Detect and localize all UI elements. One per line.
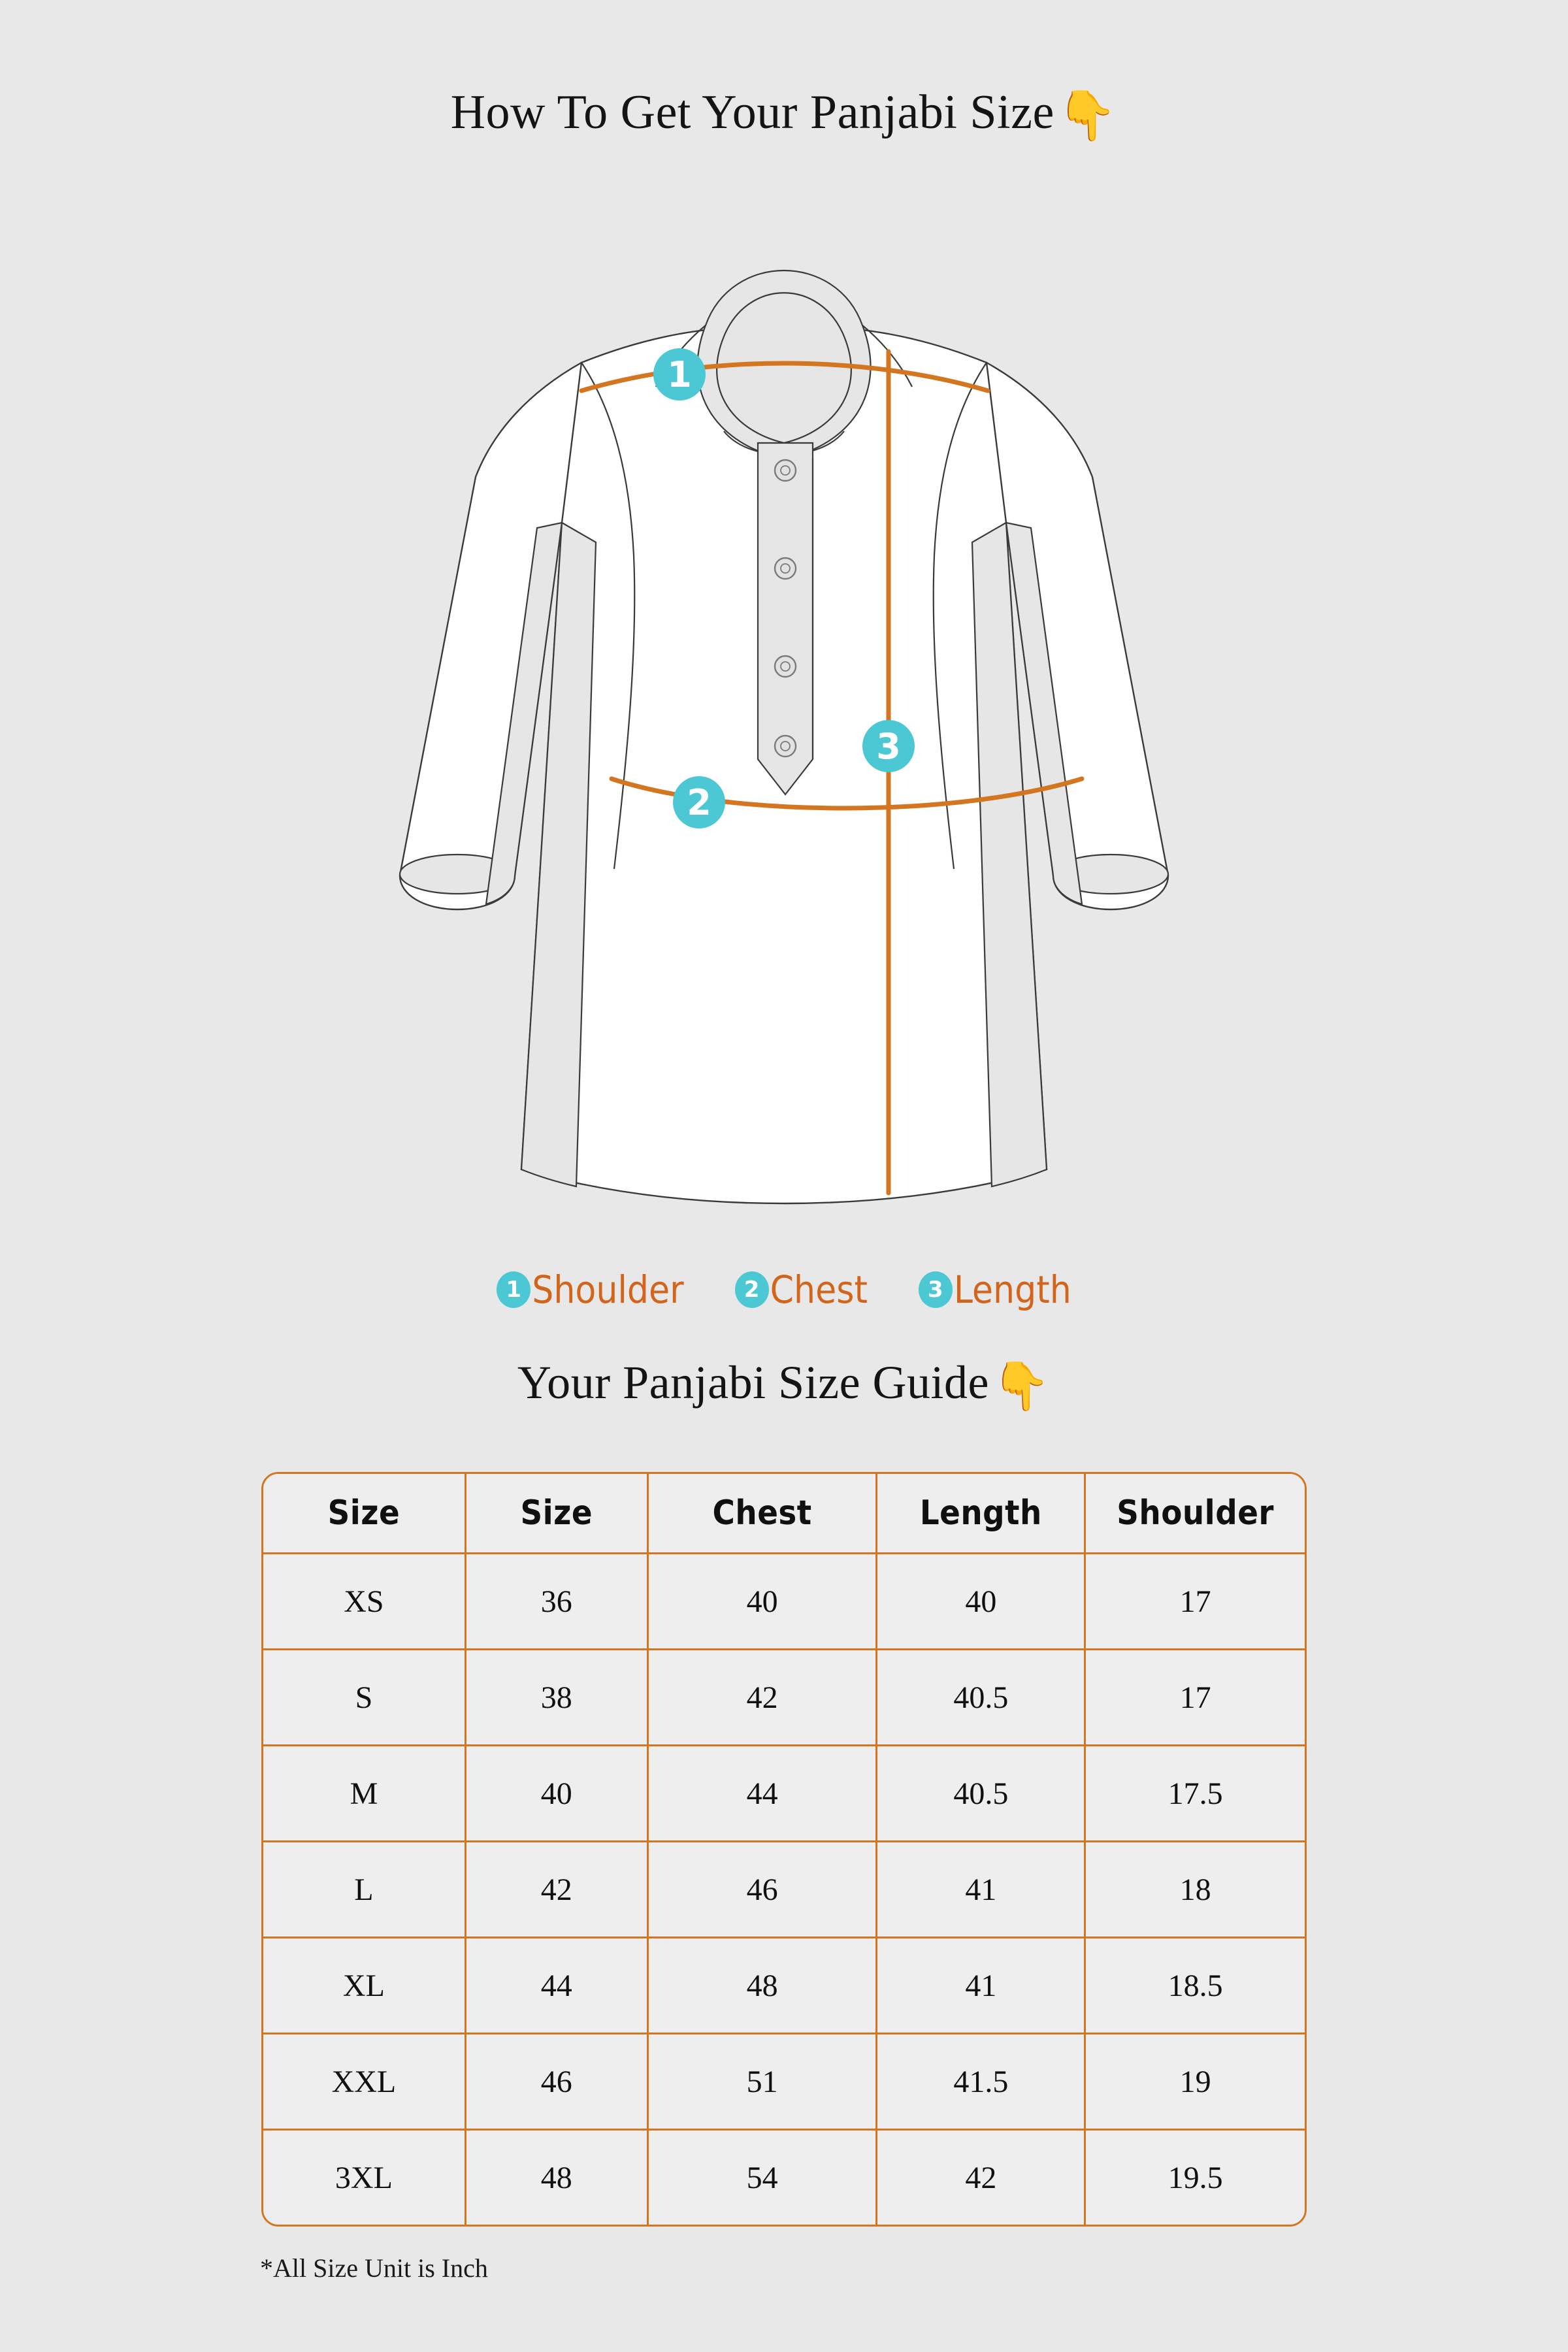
- cell-shoulder: 17: [1086, 1554, 1305, 1650]
- cell-size-num: 40: [466, 1746, 649, 1842]
- cell-size-num: 38: [466, 1650, 649, 1746]
- marker-1-shoulder: 1: [653, 348, 706, 400]
- legend-badge-3: 3: [918, 1271, 953, 1308]
- cell-length: 41: [877, 1842, 1086, 1938]
- collar-right-join: [862, 325, 913, 387]
- legend-badge-2: 2: [734, 1271, 769, 1308]
- legend-item-chest: 2 Chest: [734, 1267, 868, 1312]
- size-guide-title: Your Panjabi Size Guide👇: [0, 1356, 1568, 1414]
- cell-size-label: 3XL: [263, 2131, 466, 2225]
- svg-text:2: 2: [687, 782, 711, 823]
- cell-shoulder: 18.5: [1086, 1938, 1305, 2034]
- table-row: XS 36 40 40 17: [263, 1554, 1305, 1650]
- cell-chest: 54: [648, 2131, 878, 2225]
- table-row: 3XL 48 54 42 19.5: [263, 2131, 1305, 2225]
- cell-size-num: 48: [466, 2131, 649, 2225]
- cell-chest: 40: [648, 1554, 878, 1650]
- shoulder-measure-line: [579, 361, 990, 393]
- table-row: S 38 42 40.5 17: [263, 1650, 1305, 1746]
- cell-length: 41: [877, 1938, 1086, 2034]
- cell-shoulder: 18: [1086, 1842, 1305, 1938]
- cell-size-num: 36: [466, 1554, 649, 1650]
- cell-length: 40.5: [877, 1746, 1086, 1842]
- svg-text:1: 1: [667, 354, 692, 395]
- placket-buttons: [774, 459, 797, 758]
- size-chart-table: Size Size Chest Length Shoulder XS 36 40…: [261, 1472, 1307, 2227]
- right-sleeve-shadow: [1005, 521, 1083, 906]
- th-size-label: Size: [263, 1474, 466, 1554]
- cell-chest: 42: [648, 1650, 878, 1746]
- left-armhole-seam: [581, 362, 636, 870]
- cell-length: 40: [877, 1554, 1086, 1650]
- cell-shoulder: 17.5: [1086, 1746, 1305, 1842]
- right-armhole-seam: [932, 362, 987, 870]
- legend-item-length: 3 Length: [918, 1267, 1071, 1312]
- th-shoulder: Shoulder: [1086, 1474, 1305, 1554]
- legend-label-shoulder: Shoulder: [532, 1267, 684, 1312]
- pointing-down-icon: 👇: [1056, 90, 1118, 143]
- cell-chest: 48: [648, 1938, 878, 2034]
- cell-chest: 44: [648, 1746, 878, 1842]
- cell-size-label: S: [263, 1650, 466, 1746]
- table-header-row: Size Size Chest Length Shoulder: [263, 1474, 1305, 1554]
- legend-label-length: Length: [953, 1267, 1071, 1312]
- th-size-number: Size: [466, 1474, 649, 1554]
- cell-length: 41.5: [877, 2034, 1086, 2131]
- left-sleeve-shadow: [485, 521, 563, 906]
- cell-size-label: XS: [263, 1554, 466, 1650]
- collar-inner-line: [716, 292, 852, 444]
- cell-size-label: XL: [263, 1938, 466, 2034]
- marker-2-chest: 2: [673, 776, 725, 828]
- legend-item-shoulder: 1 Shoulder: [497, 1267, 684, 1312]
- right-side-shadow: [971, 521, 1048, 1188]
- size-chart-container: Size Size Chest Length Shoulder XS 36 40…: [261, 1472, 1307, 2227]
- cell-size-num: 44: [466, 1938, 649, 2034]
- table-row: L 42 46 41 18: [263, 1842, 1305, 1938]
- cell-size-label: XXL: [263, 2034, 466, 2131]
- measurement-legend: 1 Shoulder 2 Chest 3 Length: [0, 1267, 1568, 1312]
- page-title: How To Get Your Panjabi Size👇: [0, 85, 1568, 144]
- cell-size-num: 42: [466, 1842, 649, 1938]
- cell-shoulder: 17: [1086, 1650, 1305, 1746]
- size-unit-note: *All Size Unit is Inch: [260, 2253, 488, 2283]
- marker-3-length: 3: [862, 720, 915, 772]
- legend-label-chest: Chest: [770, 1267, 868, 1312]
- th-chest: Chest: [648, 1474, 878, 1554]
- cell-length: 42: [877, 2131, 1086, 2225]
- th-length: Length: [877, 1474, 1086, 1554]
- cell-shoulder: 19.5: [1086, 2131, 1305, 2225]
- page-title-text: How To Get Your Panjabi Size: [450, 86, 1054, 139]
- button-placket: [757, 442, 814, 796]
- pointing-down-icon-2: 👇: [992, 1360, 1051, 1413]
- table-row: XXL 46 51 41.5 19: [263, 2034, 1305, 2131]
- legend-badge-1: 1: [497, 1271, 531, 1308]
- cell-shoulder: 19: [1086, 2034, 1305, 2131]
- cell-size-num: 46: [466, 2034, 649, 2131]
- cell-chest: 51: [648, 2034, 878, 2131]
- chest-measure-line: [609, 776, 1085, 811]
- panjabi-illustration: .body-fill { fill:#ffffff; stroke:#3a3a3…: [366, 216, 1202, 1261]
- svg-text:3: 3: [876, 726, 901, 767]
- cell-size-label: L: [263, 1842, 466, 1938]
- table-row: XL 44 48 41 18.5: [263, 1938, 1305, 2034]
- size-guide-title-text: Your Panjabi Size Guide: [517, 1356, 989, 1409]
- left-side-shadow: [520, 521, 597, 1188]
- cell-length: 40.5: [877, 1650, 1086, 1746]
- table-row: M 40 44 40.5 17.5: [263, 1746, 1305, 1842]
- cell-size-label: M: [263, 1746, 466, 1842]
- cell-chest: 46: [648, 1842, 878, 1938]
